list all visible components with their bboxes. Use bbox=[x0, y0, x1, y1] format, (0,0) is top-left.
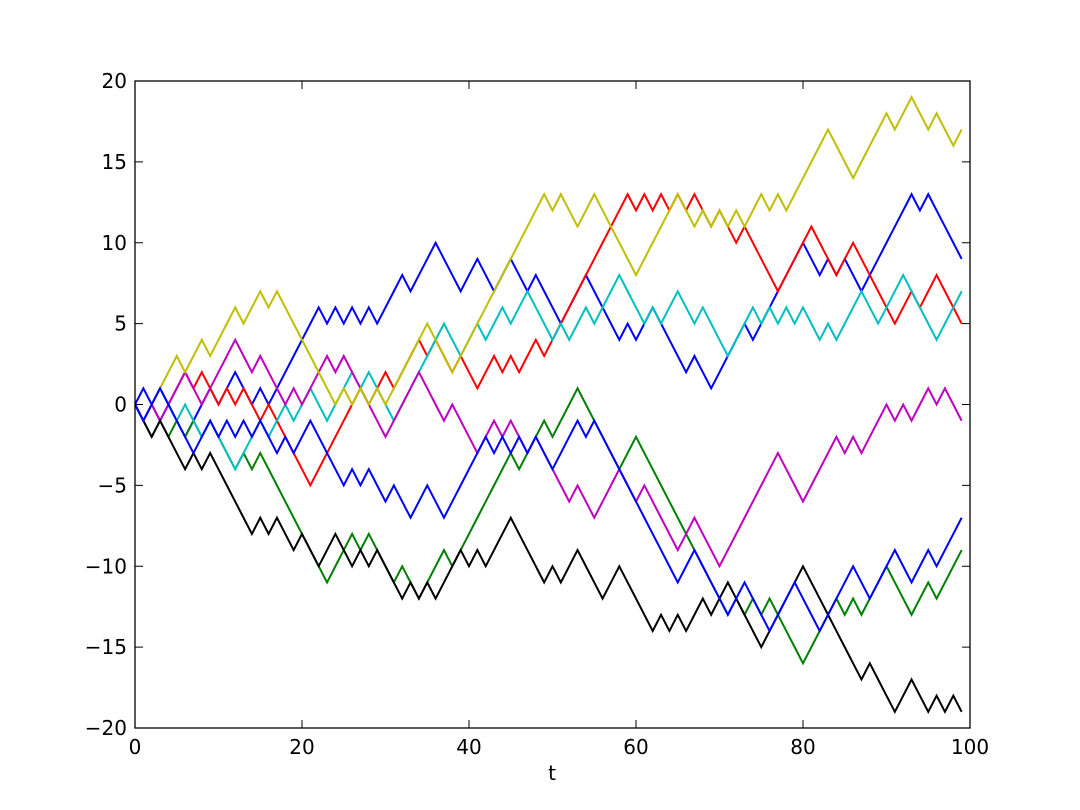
y-tick-label: −5 bbox=[98, 473, 127, 497]
y-tick-label: −10 bbox=[85, 554, 127, 578]
y-tick-label: 5 bbox=[114, 312, 127, 336]
series-line bbox=[135, 337, 963, 569]
x-tick-label: 40 bbox=[456, 735, 481, 759]
x-tick-label: 60 bbox=[623, 735, 648, 759]
plot-lines bbox=[135, 95, 963, 715]
plot-frame bbox=[134, 80, 971, 729]
y-tick-label: 15 bbox=[102, 150, 127, 174]
y-tick-label: −20 bbox=[85, 716, 127, 740]
series-line bbox=[135, 386, 963, 634]
x-axis-label: t bbox=[548, 761, 556, 785]
series-line bbox=[135, 272, 963, 472]
series-line bbox=[135, 192, 963, 440]
series-line bbox=[135, 404, 963, 715]
y-tick-label: 10 bbox=[102, 231, 127, 255]
series-line bbox=[135, 192, 963, 488]
series-line bbox=[135, 95, 963, 423]
x-tick-label: 80 bbox=[790, 735, 815, 759]
x-tick-label: 20 bbox=[289, 735, 314, 759]
y-tick-label: 20 bbox=[102, 69, 127, 93]
x-tick-label: 0 bbox=[129, 735, 142, 759]
x-tick-label: 100 bbox=[951, 735, 989, 759]
series-line bbox=[135, 386, 963, 666]
y-tick-label: −15 bbox=[85, 635, 127, 659]
y-tick-label: 0 bbox=[114, 393, 127, 417]
